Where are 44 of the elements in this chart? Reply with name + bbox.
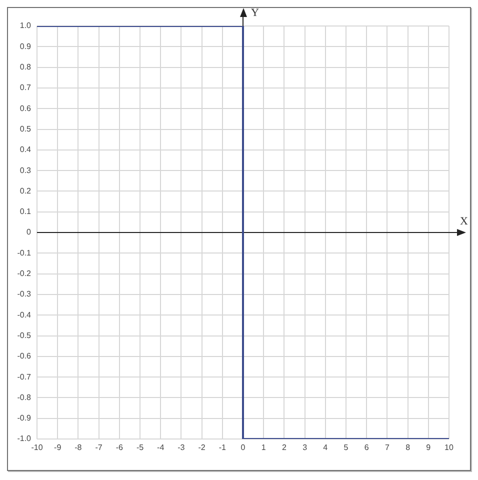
y-tick-label: 0.1 <box>20 207 32 216</box>
x-tick-label: -6 <box>116 443 124 452</box>
x-tick-label: -7 <box>95 443 103 452</box>
y-tick-label: 0.6 <box>20 104 32 113</box>
y-tick-label: 0.7 <box>20 83 32 92</box>
x-tick-label: 0 <box>240 443 246 452</box>
y-tick-label: 0.8 <box>20 62 32 72</box>
y-tick-label: 1.0 <box>20 21 32 30</box>
y-tick-label: -0.5 <box>17 330 32 340</box>
x-tick-label: 10 <box>444 443 454 452</box>
y-tick-label: -0.3 <box>17 290 32 299</box>
y-tick-label: 0.3 <box>20 166 32 175</box>
y-tick-label: -1.0 <box>17 434 32 444</box>
y-tick-label: -0.6 <box>17 352 32 361</box>
y-tick-label: 0 <box>26 228 32 237</box>
x-tick-label: 4 <box>323 443 328 452</box>
x-tick-label: -3 <box>178 443 186 452</box>
x-tick-label: -2 <box>198 443 206 452</box>
y-tick-label: -0.2 <box>17 269 32 278</box>
x-tick-label: 3 <box>302 443 308 452</box>
y-axis-title: Y <box>251 6 259 19</box>
y-tick-label: 0.4 <box>20 145 32 154</box>
x-tick-label: -4 <box>157 443 165 452</box>
x-tick-label: 5 <box>344 443 349 452</box>
x-tick-label: -5 <box>136 443 144 452</box>
y-tick-label: -0.1 <box>17 248 32 258</box>
x-tick-label: -10 <box>31 443 44 452</box>
y-tick-label: -0.9 <box>17 414 32 423</box>
y-tick-label: -0.8 <box>17 392 32 402</box>
x-tick-label: -1 <box>218 443 226 452</box>
x-tick-label: 7 <box>384 443 390 452</box>
x-tick-label: 8 <box>406 443 411 452</box>
x-tick-label: 6 <box>364 443 370 452</box>
x-tick-label: 2 <box>282 443 287 452</box>
x-tick-label: 1 <box>261 443 266 452</box>
x-tick-label: -9 <box>54 443 62 452</box>
x-tick-label: -8 <box>74 443 82 452</box>
y-tick-label: 0.2 <box>20 186 32 196</box>
y-tick-label: 0.9 <box>20 42 32 51</box>
x-tick-label: 9 <box>426 443 432 452</box>
x-axis-title: X <box>460 215 468 228</box>
y-tick-label: -0.7 <box>17 372 32 382</box>
y-tick-label: -0.4 <box>17 310 32 320</box>
y-tick-label: 0.5 <box>20 124 32 134</box>
